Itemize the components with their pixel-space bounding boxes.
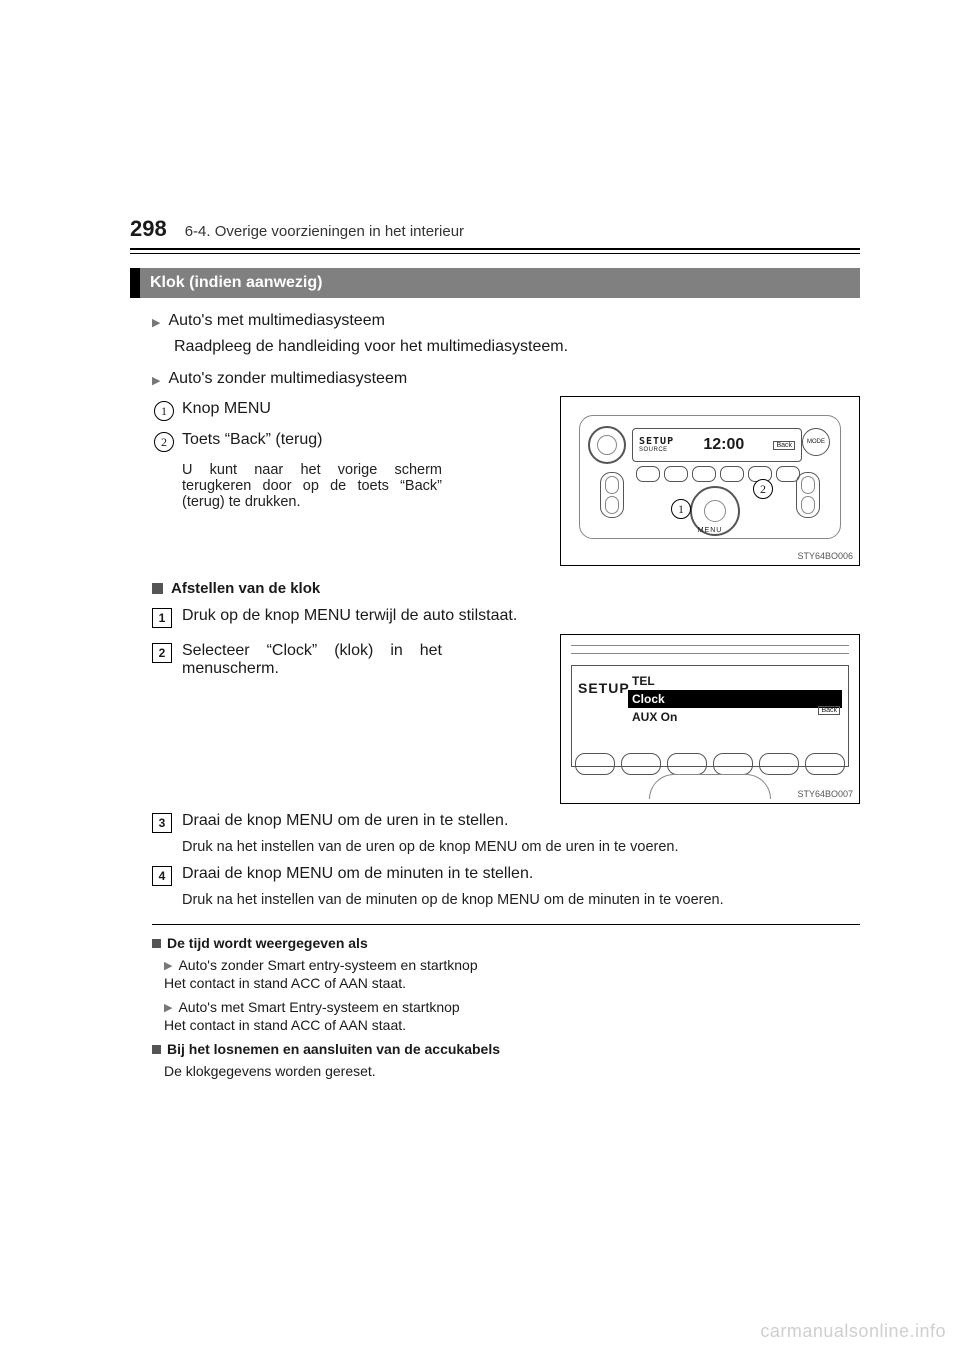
footer-bullet: ▶ Auto's met Smart Entry-systeem en star… bbox=[164, 999, 860, 1015]
figure-caption: STY64BO007 bbox=[797, 789, 853, 799]
preset-button-icon bbox=[636, 466, 660, 482]
setup-label: SETUP bbox=[639, 437, 674, 447]
step-left-col: 2 Selecteer “Clock” (klok) in het menusc… bbox=[152, 634, 540, 684]
page-number: 298 bbox=[130, 216, 167, 242]
step-subtext: Druk na het instellen van de minuten op … bbox=[182, 892, 860, 908]
step-item: 3 Draai de knop MENU om de uren in te st… bbox=[152, 812, 860, 833]
source-label: SOURCE bbox=[639, 447, 674, 453]
footer-heading: De tijd wordt weergegeven als bbox=[152, 935, 860, 951]
menu-label: MENU bbox=[698, 527, 723, 534]
radio-screen: SETUP SOURCE 12:00 Back bbox=[632, 428, 802, 462]
footer-bullet-text: Auto's zonder Smart entry-systeem en sta… bbox=[178, 957, 477, 973]
circled-item: 1 Knop MENU bbox=[154, 400, 540, 421]
step-text: Draai de knop MENU om de uren in te stel… bbox=[182, 812, 508, 830]
sub-heading: Afstellen van de klok bbox=[152, 580, 860, 597]
preset-button-icon bbox=[713, 753, 753, 775]
power-knob-icon bbox=[588, 426, 626, 464]
menu-row: TEL bbox=[628, 672, 842, 690]
back-button-icon: Back bbox=[818, 706, 840, 715]
triangle-icon: ▶ bbox=[152, 374, 160, 387]
bullet-text: Auto's met multimediasysteem bbox=[168, 312, 384, 330]
sub-heading-text: Afstellen van de klok bbox=[171, 580, 320, 597]
boxed-number-icon: 2 bbox=[152, 643, 172, 663]
callout-icon: 2 bbox=[753, 479, 773, 499]
footer-heading-text: De tijd wordt weergegeven als bbox=[167, 935, 368, 951]
circled-item-subtext: U kunt naar het vorige scherm terugkeren… bbox=[182, 462, 442, 510]
manual-page: 298 6-4. Overige voorzieningen in het in… bbox=[0, 0, 960, 1358]
bullet-text: Auto's zonder multimediasysteem bbox=[168, 370, 407, 388]
step-text: Draai de knop MENU om de minuten in te s… bbox=[182, 865, 533, 883]
two-column-row: 2 Selecteer “Clock” (klok) in het menusc… bbox=[152, 634, 860, 804]
preset-button-icon bbox=[575, 753, 615, 775]
bullet-subtext: Raadpleeg de handleiding voor het multim… bbox=[174, 338, 860, 356]
square-bullet-icon bbox=[152, 583, 163, 594]
step-text: Druk op de knop MENU terwijl de auto sti… bbox=[182, 607, 517, 625]
rocker-icon bbox=[796, 472, 820, 518]
bullet-item: ▶ Auto's zonder multimediasysteem bbox=[152, 370, 860, 388]
step-subtext: Druk na het instellen van de uren op de … bbox=[182, 839, 860, 855]
square-bullet-icon bbox=[152, 1045, 161, 1054]
bullet-item: ▶ Auto's met multimediasysteem bbox=[152, 312, 860, 330]
triangle-icon: ▶ bbox=[164, 1001, 172, 1014]
menu-row: AUX On bbox=[628, 708, 842, 726]
figure-caption: STY64BO006 bbox=[797, 551, 853, 561]
step-item: 4 Draai de knop MENU om de minuten in te… bbox=[152, 865, 860, 886]
setup-label: SETUP bbox=[578, 680, 630, 696]
clock-value: 12:00 bbox=[703, 436, 744, 454]
dial-arc-icon bbox=[649, 774, 771, 799]
radio-panel-outline: SETUP SOURCE 12:00 Back MODE bbox=[579, 415, 841, 539]
footer-heading-text: Bij het losnemen en aansluiten van de ac… bbox=[167, 1041, 500, 1057]
circled-item-text: Toets “Back” (terug) bbox=[182, 431, 322, 449]
preset-button-icon bbox=[692, 466, 716, 482]
header-divider bbox=[130, 248, 860, 254]
circled-item: 2 Toets “Back” (terug) bbox=[154, 431, 540, 452]
menu-row-selected: Clock bbox=[628, 690, 842, 708]
step-item: 1 Druk op de knop MENU terwijl de auto s… bbox=[152, 607, 860, 628]
step-text: Selecteer “Clock” (klok) in het menusche… bbox=[182, 642, 442, 678]
preset-button-icon bbox=[667, 753, 707, 775]
preset-button-icon bbox=[759, 753, 799, 775]
mode-knob-icon: MODE bbox=[802, 428, 830, 456]
section-title: Klok (indien aanwezig) bbox=[130, 268, 860, 298]
setup-menu-illustration: SETUP TEL Clock AUX On Back bbox=[560, 634, 860, 804]
footer-plain-text: Het contact in stand ACC of AAN staat. bbox=[164, 1017, 860, 1033]
circled-item-text: Knop MENU bbox=[182, 400, 271, 418]
preset-buttons-row bbox=[575, 753, 845, 775]
circle-number-icon: 2 bbox=[154, 432, 174, 452]
rocker-icon bbox=[600, 472, 624, 518]
preset-button-icon bbox=[720, 466, 744, 482]
boxed-number-icon: 1 bbox=[152, 608, 172, 628]
step-item: 2 Selecteer “Clock” (klok) in het menusc… bbox=[152, 642, 540, 678]
body-area: ▶ Auto's met multimediasysteem Raadpleeg… bbox=[130, 312, 860, 1079]
chapter-title: 6-4. Overige voorzieningen in het interi… bbox=[185, 223, 464, 240]
footer-bullet: ▶ Auto's zonder Smart entry-systeem en s… bbox=[164, 957, 860, 973]
preset-button-icon bbox=[621, 753, 661, 775]
setup-screen: SETUP TEL Clock AUX On Back bbox=[571, 665, 849, 767]
setup-menu-list: TEL Clock AUX On bbox=[628, 672, 842, 726]
boxed-number-icon: 3 bbox=[152, 813, 172, 833]
boxed-number-icon: 4 bbox=[152, 866, 172, 886]
radio-illustration: SETUP SOURCE 12:00 Back MODE bbox=[560, 396, 860, 566]
footer-plain-text: Het contact in stand ACC of AAN staat. bbox=[164, 975, 860, 991]
footer-heading: Bij het losnemen en aansluiten van de ac… bbox=[152, 1041, 860, 1057]
section-divider bbox=[152, 924, 860, 925]
triangle-icon: ▶ bbox=[152, 316, 160, 329]
triangle-icon: ▶ bbox=[164, 959, 172, 972]
watermark-text: carmanualsonline.info bbox=[760, 1321, 946, 1342]
footer-bullet-text: Auto's met Smart Entry-systeem en startk… bbox=[178, 999, 459, 1015]
square-bullet-icon bbox=[152, 939, 161, 948]
preset-button-icon bbox=[664, 466, 688, 482]
footer-plain-text: De klokgegevens worden gereset. bbox=[164, 1063, 860, 1079]
decorative-line bbox=[571, 653, 849, 654]
circle-number-icon: 1 bbox=[154, 401, 174, 421]
preset-button-icon bbox=[805, 753, 845, 775]
mode-label: MODE bbox=[807, 439, 825, 445]
numbered-list: 1 Knop MENU 2 Toets “Back” (terug) U kun… bbox=[152, 396, 540, 510]
callout-icon: 1 bbox=[671, 499, 691, 519]
back-button-icon: Back bbox=[773, 441, 795, 450]
decorative-line bbox=[571, 645, 849, 646]
two-column-row: 1 Knop MENU 2 Toets “Back” (terug) U kun… bbox=[152, 396, 860, 566]
page-header: 298 6-4. Overige voorzieningen in het in… bbox=[130, 0, 860, 242]
preset-buttons-row bbox=[636, 466, 800, 482]
